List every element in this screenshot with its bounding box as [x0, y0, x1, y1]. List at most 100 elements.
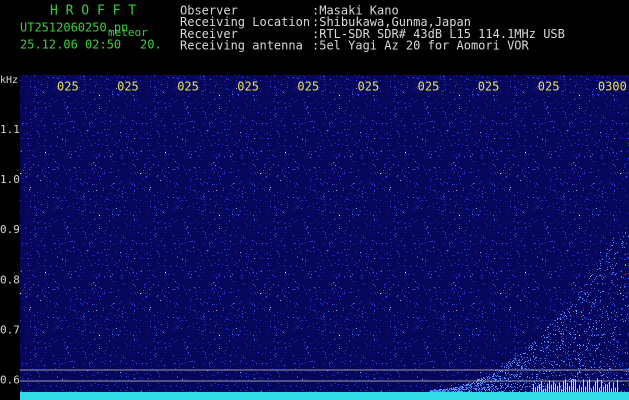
echo-dot [539, 371, 540, 372]
echo-dot [607, 313, 608, 314]
echo-dot [551, 373, 552, 374]
echo-dot [513, 375, 514, 376]
echo-dot [500, 376, 501, 377]
echo-dot [609, 368, 610, 369]
echo-dot [599, 268, 600, 269]
echo-dot [531, 345, 532, 346]
echo-dot [438, 390, 439, 391]
echo-dot [512, 361, 513, 362]
echo-dot [522, 368, 523, 369]
echo-dot [546, 337, 547, 338]
echo-dot [625, 305, 626, 306]
echo-dot [617, 341, 618, 342]
echo-dot [611, 388, 612, 389]
echo-dot [555, 325, 556, 326]
echo-dot [617, 347, 618, 348]
echo-dot [603, 378, 604, 379]
echo-dot [476, 390, 477, 391]
echo-dot [534, 342, 535, 343]
app-name: H R O F F T [50, 4, 136, 19]
echo-dot [483, 377, 484, 378]
echo-dot [489, 389, 490, 390]
echo-dot [495, 379, 496, 380]
echo-dot [506, 387, 507, 388]
echo-dot [584, 285, 585, 286]
echo-dot [492, 389, 493, 390]
echo-dot [557, 319, 558, 320]
echo-dot [468, 391, 469, 392]
echo-dot [596, 276, 597, 277]
echo-dot [468, 389, 469, 390]
echo-dot [547, 347, 548, 348]
echo-dot [625, 254, 626, 255]
echo-dot [496, 388, 497, 389]
echo-dot [512, 391, 513, 392]
echo-dot [497, 373, 498, 374]
echo-dot [481, 385, 482, 386]
echo-dot [554, 361, 555, 362]
echo-dot [491, 386, 492, 387]
echo-dot [538, 387, 539, 388]
echo-dot [621, 308, 622, 309]
echo-dot [488, 386, 489, 387]
echo-dot [548, 376, 549, 377]
echo-dot [444, 391, 445, 392]
echo-dot [490, 387, 491, 388]
echo-dot [529, 363, 530, 364]
echo-dot [536, 376, 537, 377]
echo-dot [466, 389, 467, 390]
echo-dot [625, 264, 626, 265]
echo-dot [491, 390, 492, 391]
echo-dot [594, 367, 595, 368]
echo-dot [600, 275, 601, 276]
echo-dot [478, 389, 479, 390]
echo-dot [564, 361, 565, 362]
echo-dot [567, 309, 568, 310]
echo-dot [584, 317, 585, 318]
echo-dot [431, 390, 432, 391]
echo-dot [457, 391, 458, 392]
echo-dot [559, 365, 560, 366]
echo-dot [589, 278, 590, 279]
echo-dot [537, 386, 538, 387]
echo-dot [466, 385, 467, 386]
echo-dot [542, 386, 543, 387]
echo-dot [613, 298, 614, 299]
echo-dot [510, 365, 511, 366]
echo-dot [625, 274, 626, 275]
echo-dot [460, 389, 461, 390]
echo-dot [521, 389, 522, 390]
echo-dot [579, 371, 580, 372]
echo-dot [595, 302, 596, 303]
echo-dot [527, 361, 528, 362]
spike [603, 386, 604, 392]
echo-dot [482, 382, 483, 383]
echo-dot [529, 347, 530, 348]
echo-dot [578, 294, 579, 295]
echo-dot [538, 385, 539, 386]
echo-dot [619, 290, 620, 291]
echo-dot [565, 377, 566, 378]
echo-dot [529, 377, 530, 378]
echo-dot [476, 389, 477, 390]
echo-dot [510, 386, 511, 387]
echo-dot [546, 347, 547, 348]
echo-dot [621, 314, 622, 315]
echo-dot [484, 382, 485, 383]
echo-dot [472, 383, 473, 384]
echo-dot [624, 247, 625, 248]
echo-dot [544, 367, 545, 368]
echo-dot [584, 331, 585, 332]
echo-dot [445, 390, 446, 391]
time-label: 025 [418, 80, 440, 94]
echo-dot [560, 333, 561, 334]
echo-dot [555, 320, 556, 321]
echo-dot [623, 299, 624, 300]
echo-dot [469, 385, 470, 386]
datetime: 25.12.06 02:50 [20, 38, 121, 52]
echo-dot [504, 378, 505, 379]
echo-dot [600, 296, 601, 297]
echo-dot [460, 387, 461, 388]
time-label: 025 [358, 80, 380, 94]
spike [571, 379, 572, 392]
